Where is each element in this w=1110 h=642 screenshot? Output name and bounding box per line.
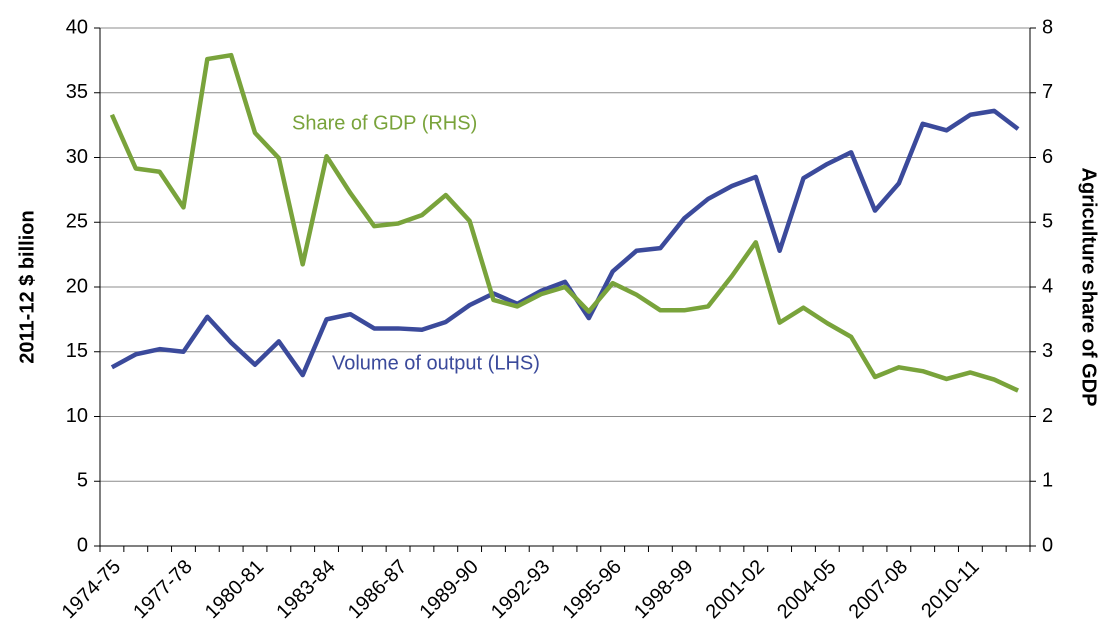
y-tick-label: 25 [66,211,88,233]
x-tick-label: 2010-11 [917,556,983,622]
x-tick-label: 1986-87 [344,556,411,623]
x-tick-label: 1992-93 [487,556,554,623]
series-line [109,52,1020,393]
y-tick-label: 40 [66,16,88,38]
y2-tick-label: 4 [1042,275,1053,297]
series-annotation: Volume of output (LHS) [332,352,540,374]
y2-tick-label: 0 [1042,534,1053,556]
y2-tick-label: 8 [1042,16,1053,38]
y-tick-label: 5 [77,470,88,492]
x-tick-label: 1983-84 [272,556,339,623]
x-tick-label: 2001-02 [702,556,769,623]
x-tick-label: 1980-81 [201,556,268,623]
series-annotation: Share of GDP (RHS) [292,112,477,134]
y2-tick-label: 6 [1042,146,1053,168]
y2-tick-label: 2 [1042,405,1053,427]
x-tick-label: 2007-08 [845,556,912,623]
y-tick-label: 15 [66,340,88,362]
y-tick-label: 20 [66,275,88,297]
y-tick-label: 30 [66,146,88,168]
y-axis-title: 2011-12 $ billion [16,210,38,363]
y-tick-label: 0 [77,534,88,556]
y2-tick-label: 5 [1042,211,1053,233]
series-line [110,108,1020,378]
y-tick-label: 35 [66,81,88,103]
y-tick-label: 10 [66,405,88,427]
x-tick-label: 1974-75 [58,556,125,623]
x-tick-label: 1995-96 [558,556,625,623]
y2-tick-label: 1 [1042,470,1053,492]
x-tick-label: 2004-05 [773,556,840,623]
y2-axis-title: Agriculture share of GDP [1078,168,1100,407]
x-tick-label: 1977-78 [129,556,196,623]
x-tick-label: 1998-99 [630,556,697,623]
y2-tick-label: 7 [1042,81,1053,103]
y2-tick-label: 3 [1042,340,1053,362]
x-tick-label: 1989-90 [415,556,482,623]
